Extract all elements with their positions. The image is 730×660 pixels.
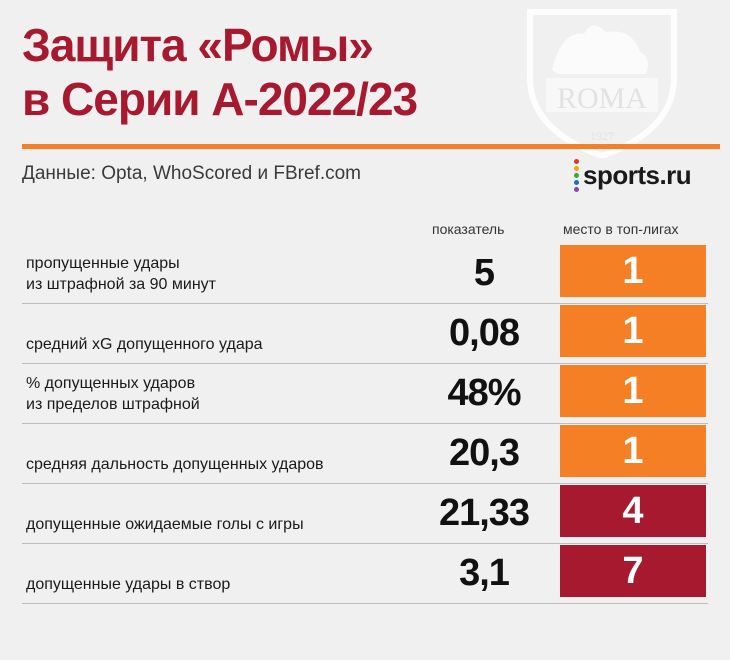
metric-label-line: допущенные удары в створ <box>26 576 231 593</box>
row-divider <box>22 363 708 364</box>
row-divider <box>22 603 708 604</box>
table-row: средний xG допущенного удара 0,08 1 <box>22 304 708 364</box>
table-row: допущенные удары в створ 3,1 7 <box>22 544 708 604</box>
rank-badge: 1 <box>560 245 706 297</box>
metric-label: пропущенные удары из штрафной за 90 минут <box>26 253 426 295</box>
brand-name: sports.ru <box>583 159 692 190</box>
metric-label-line: из пределов штрафной <box>26 396 200 413</box>
data-source: Данные: Opta, WhoScored и FBref.com <box>22 163 362 184</box>
row-divider <box>22 483 708 484</box>
metric-label-line: из штрафной за 90 минут <box>26 276 216 293</box>
metric-label-line: допущенные ожидаемые голы с игры <box>26 516 304 533</box>
metric-value: 20,3 <box>449 431 520 474</box>
metric-value: 5 <box>473 251 495 294</box>
chart-title-line-2: в Серии А-2022/23 <box>22 73 418 125</box>
rank-badge: 4 <box>560 485 706 537</box>
crest-year: 1927 <box>590 129 614 143</box>
metric-label-line: средняя дальность допущенных ударов <box>26 456 324 473</box>
metric-value: 0,08 <box>449 311 520 354</box>
metric-value: 48% <box>447 371 521 414</box>
rank-badge: 7 <box>560 545 706 597</box>
rank-badge: 1 <box>560 305 706 357</box>
column-header-value: показатель <box>432 221 505 237</box>
rank-badge: 1 <box>560 365 706 417</box>
metric-label-line: % допущенных ударов <box>26 375 196 392</box>
row-divider <box>22 303 708 304</box>
sports-ru-logo: sports.ru <box>574 158 692 192</box>
row-divider <box>22 423 708 424</box>
rank-badge: 1 <box>560 425 706 477</box>
metric-label-line: средний xG допущенного удара <box>26 336 263 353</box>
metric-label: средний xG допущенного удара <box>26 334 426 355</box>
row-divider <box>22 543 708 544</box>
metric-value: 3,1 <box>459 551 510 594</box>
crest-text: ROMA <box>557 82 647 115</box>
column-header-rank: место в топ-лигах <box>563 221 679 237</box>
metric-label: допущенные удары в створ <box>26 574 426 595</box>
roma-crest-watermark: ROMA 1927 <box>527 9 677 158</box>
chart-title-line-1: Защита «Ромы» <box>22 19 374 71</box>
metric-label: допущенные ожидаемые голы с игры <box>26 514 426 535</box>
table-row: допущенные ожидаемые голы с игры 21,33 4 <box>22 484 708 544</box>
chart-title: Защита «Ромы» в Серии А-2022/23 <box>22 18 418 126</box>
metric-label-line: пропущенные удары <box>26 255 180 272</box>
metric-label: средняя дальность допущенных ударов <box>26 454 426 475</box>
brand-dots-icon <box>574 158 579 192</box>
metric-label: % допущенных ударов из пределов штрафной <box>26 373 426 415</box>
table-row: средняя дальность допущенных ударов 20,3 1 <box>22 424 708 484</box>
metric-value: 21,33 <box>438 491 530 534</box>
title-divider <box>22 144 720 149</box>
table-row: % допущенных ударов из пределов штрафной 4… <box>22 364 708 424</box>
table-row: пропущенные удары из штрафной за 90 минут… <box>22 244 708 304</box>
